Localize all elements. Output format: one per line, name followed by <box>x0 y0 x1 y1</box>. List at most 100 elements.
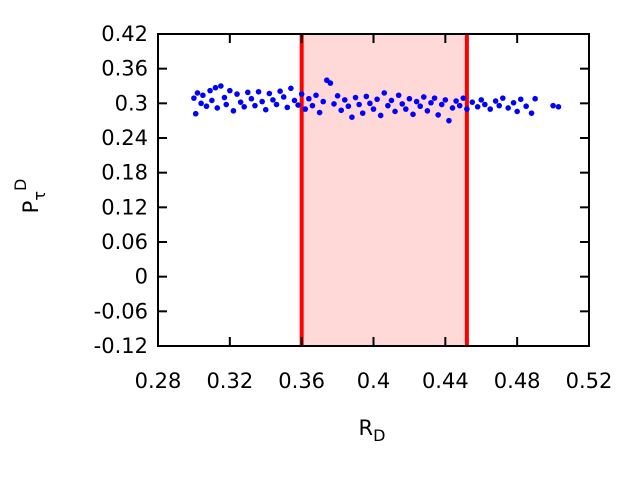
y-tick-label: 0.36 <box>101 57 148 81</box>
point <box>298 91 305 97</box>
point <box>200 92 206 99</box>
point <box>510 99 517 106</box>
point <box>413 98 420 105</box>
point <box>438 101 445 108</box>
point <box>341 97 348 103</box>
shaded-region <box>301 34 467 346</box>
point <box>478 97 485 103</box>
point <box>517 96 524 103</box>
x-tick-label: 0.32 <box>206 369 253 393</box>
point <box>266 90 273 97</box>
point <box>431 95 438 101</box>
point <box>446 117 452 124</box>
point <box>270 97 276 103</box>
point <box>316 109 323 116</box>
point <box>377 112 384 119</box>
point <box>435 112 441 118</box>
point <box>302 106 309 112</box>
point <box>277 88 283 94</box>
y-tick-label: 0.3 <box>115 91 148 115</box>
point <box>555 104 562 110</box>
point <box>209 97 215 104</box>
y-label-base: P <box>19 201 43 214</box>
point <box>309 102 316 109</box>
point <box>356 101 362 108</box>
y-axis-label: PτD <box>11 179 49 214</box>
y-tick-label: -0.12 <box>94 334 148 358</box>
point <box>482 101 488 108</box>
point <box>417 103 423 110</box>
y-label-sup: D <box>11 179 30 191</box>
y-tick-label: 0 <box>135 265 148 289</box>
point <box>442 97 449 103</box>
point <box>218 83 224 89</box>
point <box>244 89 251 96</box>
point <box>214 105 221 111</box>
point <box>496 102 503 109</box>
x-axis-label: RD <box>359 416 386 445</box>
point <box>528 110 535 116</box>
x-tick-label: 0.36 <box>278 369 325 393</box>
point <box>248 95 255 102</box>
y-tick-label: 0.06 <box>101 230 148 254</box>
y-tick-label: -0.06 <box>94 299 148 323</box>
point <box>410 111 416 118</box>
point <box>487 106 494 112</box>
y-tick-label: 0.24 <box>101 126 148 150</box>
point <box>252 102 258 109</box>
point <box>370 106 377 112</box>
point <box>428 99 434 106</box>
point <box>291 97 298 104</box>
point <box>203 103 210 110</box>
point <box>453 98 459 104</box>
point <box>288 85 294 92</box>
y-tick-label: 0.12 <box>101 195 148 219</box>
point <box>420 94 427 100</box>
point <box>395 92 402 99</box>
point <box>474 104 481 110</box>
point <box>345 103 352 110</box>
x-label-sub: D <box>373 426 385 445</box>
point <box>198 100 204 107</box>
point <box>234 91 240 97</box>
plot-frame <box>157 33 590 347</box>
point <box>334 93 341 99</box>
point <box>221 94 228 101</box>
point <box>237 99 244 105</box>
point <box>550 102 556 109</box>
point <box>262 106 269 113</box>
point <box>399 101 406 107</box>
x-tick-label: 0.28 <box>135 369 182 393</box>
x-label-base: R <box>359 416 374 440</box>
point <box>456 102 463 109</box>
x-tick-label: 0.52 <box>566 369 613 393</box>
x-tick-label: 0.48 <box>494 369 541 393</box>
y-tick-label: 0.42 <box>101 22 148 46</box>
point <box>194 90 201 96</box>
point <box>207 87 213 94</box>
point <box>449 105 456 111</box>
point <box>349 114 355 120</box>
point <box>403 106 409 112</box>
point <box>424 108 431 114</box>
point <box>280 94 287 100</box>
x-tick-label: 0.4 <box>357 369 390 393</box>
point <box>223 101 230 108</box>
point <box>392 108 398 115</box>
point <box>313 92 319 99</box>
point <box>191 95 197 101</box>
point <box>381 90 388 96</box>
point <box>514 108 520 115</box>
point <box>320 98 327 105</box>
point <box>295 102 301 108</box>
point <box>212 84 219 91</box>
point <box>460 95 467 101</box>
point <box>406 95 413 102</box>
point <box>363 93 370 100</box>
point <box>241 104 247 110</box>
y-label-sub: τ <box>30 191 49 201</box>
point <box>500 95 506 101</box>
x-tick-label: 0.44 <box>422 369 469 393</box>
